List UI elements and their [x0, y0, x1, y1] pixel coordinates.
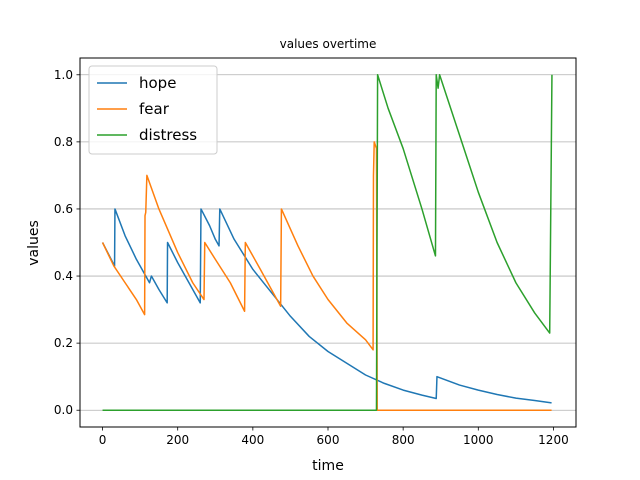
legend-label-distress: distress — [139, 126, 197, 144]
x-axis-title: time — [312, 458, 344, 474]
x-tick-label: 0 — [99, 433, 107, 447]
chart-title: values overtime — [280, 37, 377, 51]
x-tick-label: 1000 — [463, 433, 494, 447]
y-tick-label: 1.0 — [54, 68, 73, 82]
series-line-distress — [102, 74, 553, 411]
x-tick-label: 200 — [166, 433, 189, 447]
legend-label-fear: fear — [139, 100, 170, 118]
y-tick-label: 0.2 — [54, 336, 73, 350]
x-tick-label: 400 — [241, 433, 264, 447]
x-tick-label: 1200 — [538, 433, 569, 447]
legend: hope fear distress — [88, 65, 218, 155]
y-tick-label: 0.8 — [54, 135, 73, 149]
series-line-fear — [101, 141, 552, 411]
y-tick-label: 0.4 — [54, 269, 73, 283]
series-group — [101, 74, 553, 411]
y-axis-title: values — [26, 220, 42, 266]
legend-box — [88, 65, 218, 155]
x-tick-label: 600 — [317, 433, 340, 447]
y-tick-label: 0.0 — [54, 403, 73, 417]
legend-label-hope: hope — [139, 74, 176, 92]
y-tick-label: 0.6 — [54, 202, 73, 216]
series-line-hope — [101, 208, 552, 404]
x-tick-label: 800 — [392, 433, 415, 447]
axis-ticks: 0.0 0.2 0.4 0.6 0.8 1.0 0 200 400 600 800 1000 1200 — [54, 68, 569, 447]
